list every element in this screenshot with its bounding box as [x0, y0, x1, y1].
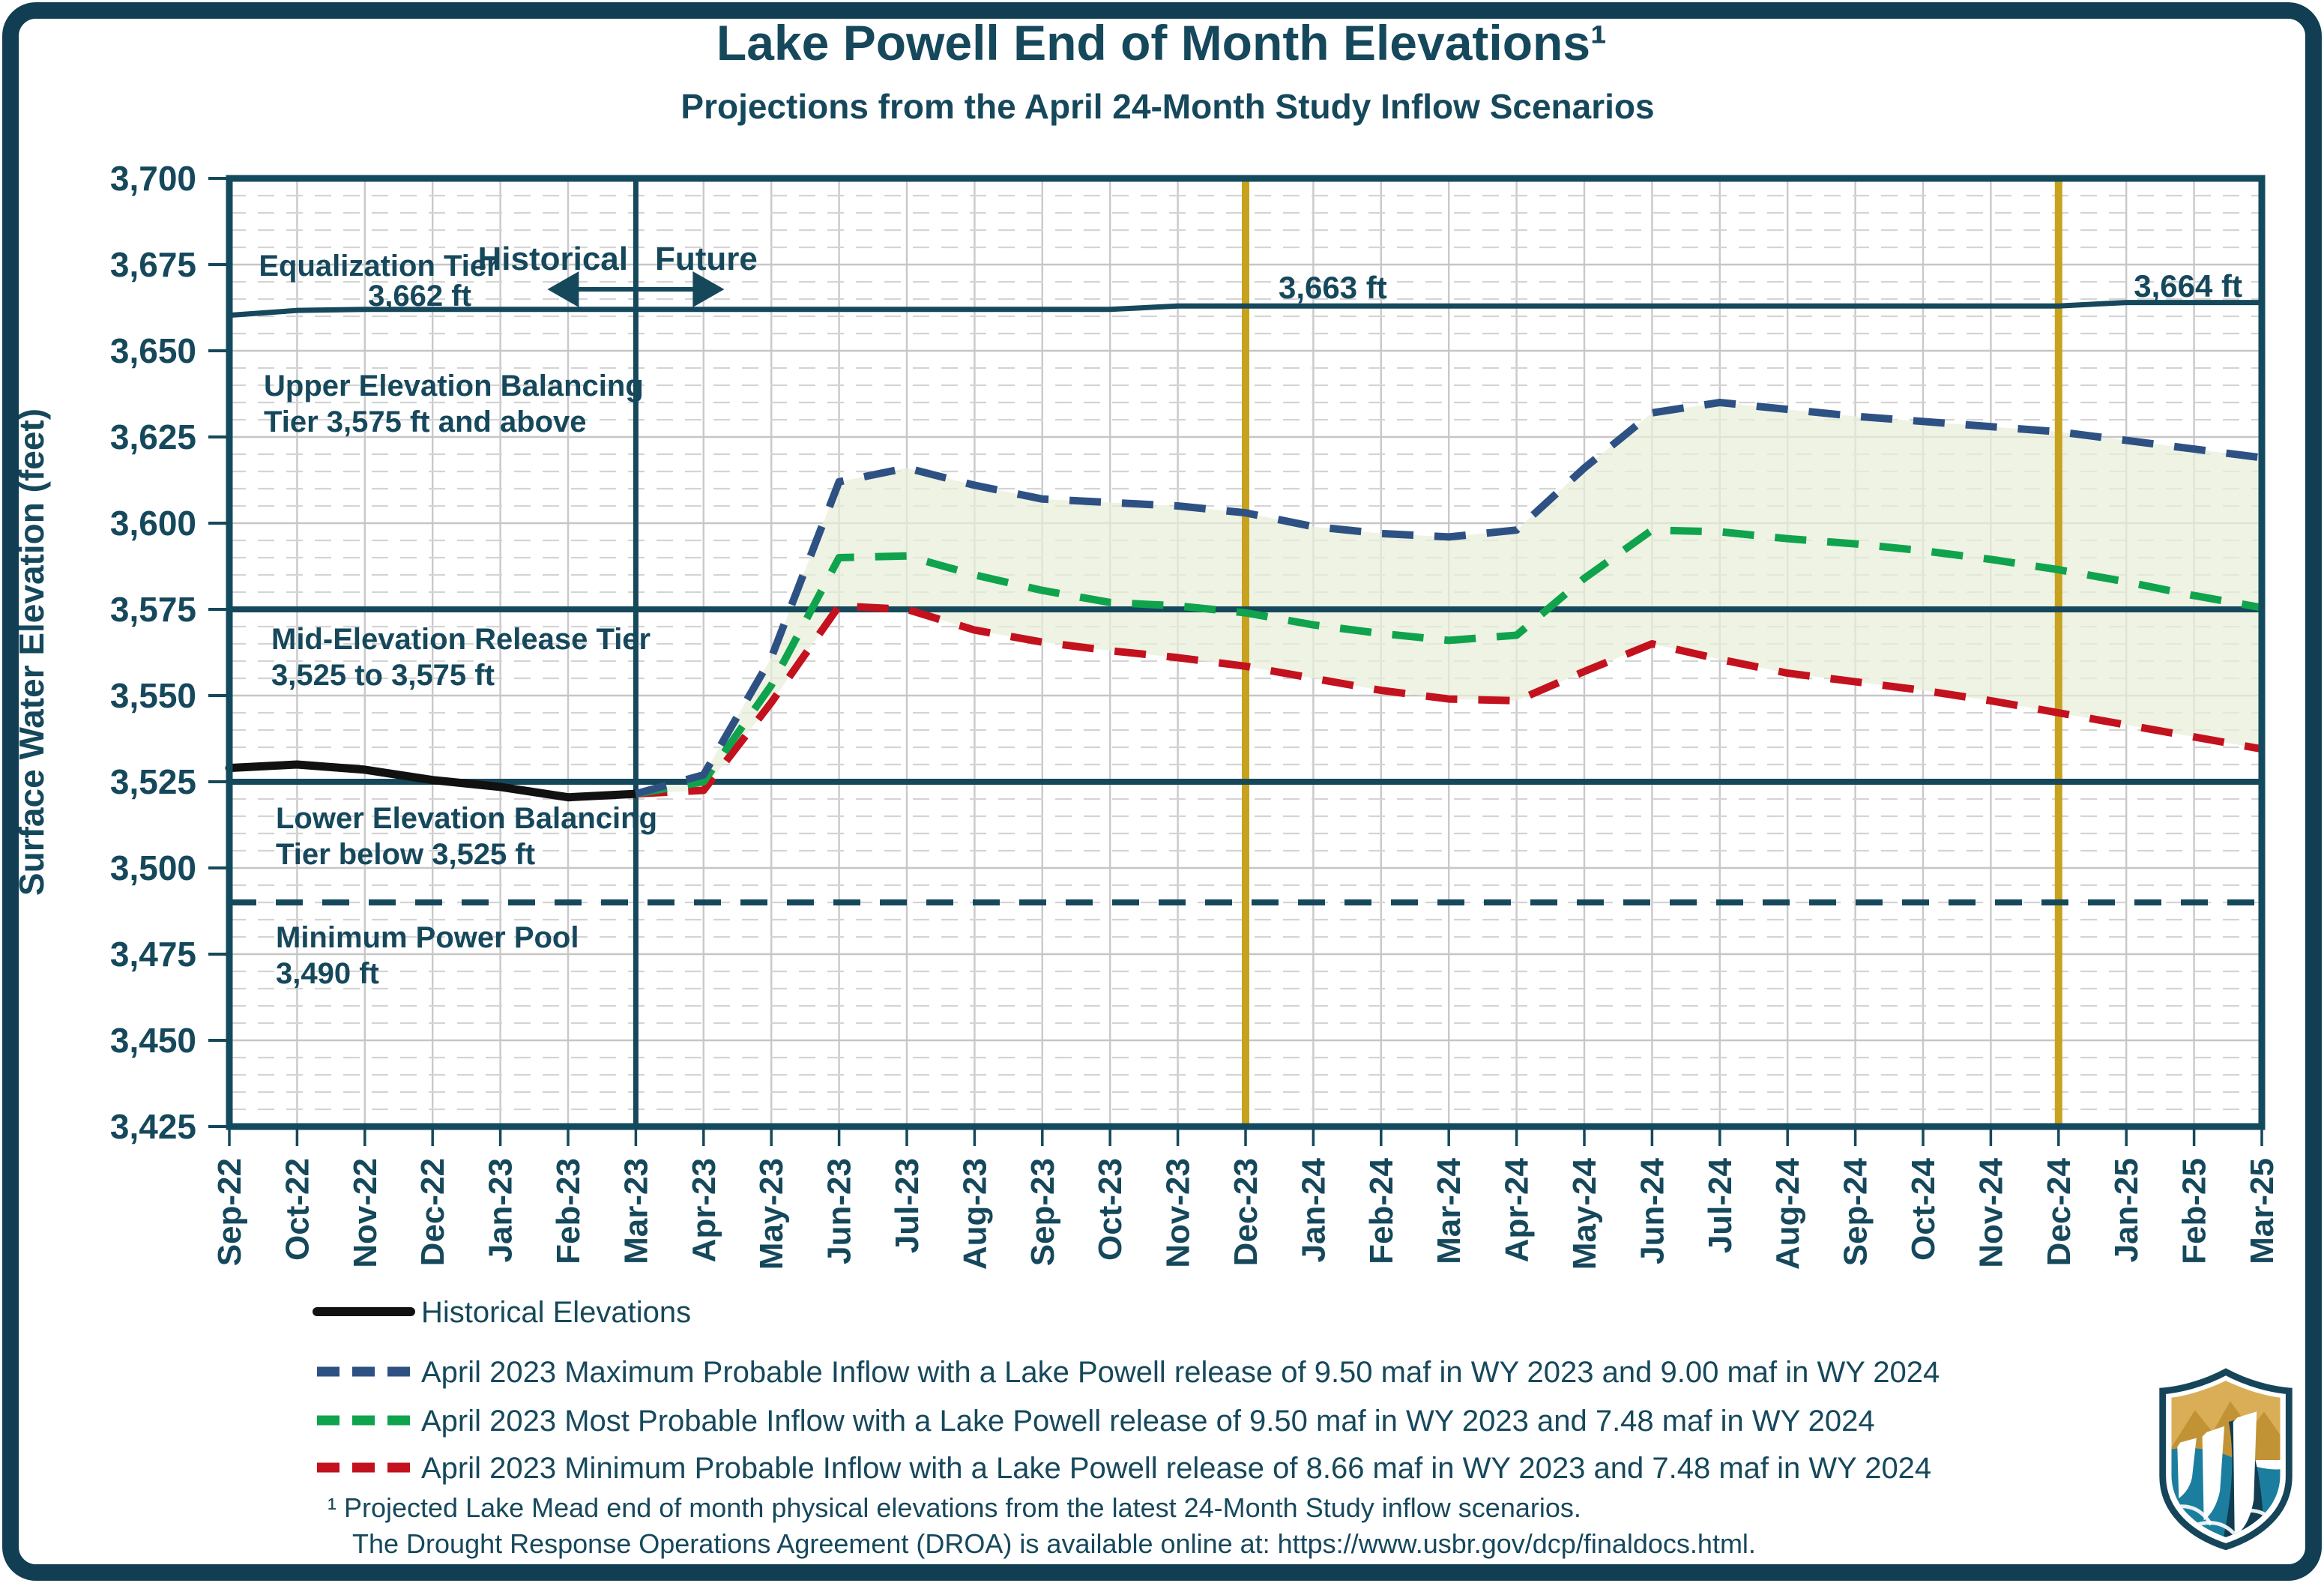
historical-future-arrow: [547, 271, 725, 307]
legend-label-historical: Historical Elevations: [421, 1296, 691, 1329]
x-tick-label: Jun-24: [1634, 1157, 1670, 1264]
x-tick-label: Jul-23: [889, 1158, 926, 1253]
x-tick-label: Nov-22: [347, 1158, 384, 1268]
series-line-min: [636, 602, 2263, 798]
arrow-head-left: [547, 271, 579, 307]
y-tick-label: 3,575: [110, 590, 196, 629]
series-line-most: [635, 526, 2263, 798]
x-tick-label: Mar-23: [618, 1158, 654, 1264]
reclamation-logo: [2159, 1368, 2293, 1551]
lower-tier-label-line1: Lower Elevation Balancing: [276, 802, 657, 835]
y-tick-label: 3,525: [110, 762, 196, 801]
legend: Historical Elevations April 2023 Maximum…: [313, 1296, 1940, 1485]
page-title: Lake Powell End of Month Elevations¹: [716, 15, 1607, 70]
x-tick-label: Jun-23: [821, 1158, 858, 1264]
arrow-head-right: [692, 271, 725, 307]
x-tick-label: Jul-24: [1702, 1157, 1739, 1253]
x-tick-label: Aug-24: [1769, 1157, 1806, 1270]
y-tick-label: 3,450: [110, 1021, 196, 1060]
x-tick-label: Dec-23: [1228, 1158, 1264, 1266]
x-tick-label: Mar-25: [2244, 1158, 2281, 1264]
equalization-tier-label-line1: Equalization Tier: [259, 250, 498, 283]
x-tick-label: Nov-24: [1973, 1157, 2009, 1267]
x-tick-label: Oct-22: [279, 1158, 316, 1261]
upper-tier-label-line1: Upper Elevation Balancing: [264, 370, 644, 402]
y-tick-label: 3,475: [110, 935, 196, 974]
y-tick-label: 3,425: [110, 1107, 196, 1146]
lower-tier-label-line2: Tier below 3,525 ft: [276, 838, 535, 871]
annotation-3663ft: 3,663 ft: [1279, 270, 1387, 305]
x-tick-label: Mar-24: [1431, 1157, 1467, 1264]
vertical-marker-lines: [633, 178, 2062, 1127]
x-tick-label: Jan-25: [2108, 1158, 2145, 1262]
y-tick-label: 3,650: [110, 331, 196, 370]
x-tick-label: Feb-24: [1363, 1157, 1400, 1264]
x-tick-label: May-24: [1566, 1157, 1603, 1270]
x-tick-label: Nov-23: [1160, 1158, 1197, 1268]
x-tick-label: Jan-23: [483, 1158, 519, 1262]
x-tick-label: Apr-23: [686, 1158, 722, 1262]
page-subtitle: Projections from the April 24-Month Stud…: [680, 87, 1654, 126]
x-tick-label: Feb-25: [2176, 1158, 2213, 1264]
legend-label-most: April 2023 Most Probable Inflow with a L…: [421, 1405, 1875, 1438]
axis-ticks-and-labels: 3,700 3,675 3,650 3,625 3,600 3,575 3,550 3,525…: [110, 159, 2281, 1270]
x-tick-label: Feb-23: [550, 1158, 587, 1264]
annotation-3664ft: 3,664 ft: [2134, 268, 2242, 304]
mid-tier-label-line2: 3,525 to 3,575 ft: [271, 659, 495, 692]
series-line-max: [635, 399, 2263, 797]
upper-tier-label-line2: Tier 3,575 ft and above: [264, 405, 587, 438]
legend-label-maximum: April 2023 Maximum Probable Inflow with …: [421, 1356, 1940, 1389]
equalization-tier-label-line2: 3,662 ft: [368, 280, 471, 313]
footnote-line2: The Drought Response Operations Agreemen…: [352, 1528, 1756, 1559]
mid-tier-label-line1: Mid-Elevation Release Tier: [271, 623, 651, 656]
logo-pillar-1: [2177, 1438, 2197, 1498]
logo-pillar-2: [2202, 1426, 2225, 1521]
x-tick-label: May-23: [753, 1158, 790, 1270]
x-tick-label: Aug-23: [956, 1158, 993, 1270]
y-tick-label: 3,700: [110, 159, 196, 198]
series-line-historical: [225, 760, 640, 802]
x-tick-label: Apr-24: [1499, 1157, 1536, 1262]
x-tick-label: Dec-22: [414, 1158, 451, 1266]
y-tick-label: 3,625: [110, 417, 196, 456]
x-tick-label: Dec-24: [2041, 1157, 2077, 1266]
y-tick-label: 3,500: [110, 848, 196, 887]
power-pool-label-line2: 3,490 ft: [276, 957, 379, 990]
y-tick-label: 3,675: [110, 245, 196, 284]
power-pool-label-line1: Minimum Power Pool: [276, 921, 579, 954]
logo-pillar-3: [2233, 1411, 2257, 1537]
x-tick-label: Jan-24: [1295, 1157, 1332, 1262]
x-tick-label: Oct-23: [1092, 1158, 1129, 1261]
x-tick-label: Sep-23: [1024, 1158, 1061, 1266]
x-tick-label: Oct-24: [1905, 1157, 1942, 1260]
data-series-lines: [225, 300, 2265, 802]
series-line-equalization: [226, 300, 2265, 319]
x-tick-label: Sep-24: [1838, 1157, 1874, 1266]
historical-label: Historical: [477, 241, 628, 277]
legend-label-minimum: April 2023 Minimum Probable Inflow with …: [421, 1452, 1931, 1485]
future-label: Future: [655, 241, 758, 277]
y-tick-label: 3,600: [110, 504, 196, 543]
x-tick-label: Sep-22: [211, 1158, 248, 1266]
footnote-line1: ¹ Projected Lake Mead end of month physi…: [328, 1492, 1581, 1523]
y-tick-label: 3,550: [110, 676, 196, 715]
